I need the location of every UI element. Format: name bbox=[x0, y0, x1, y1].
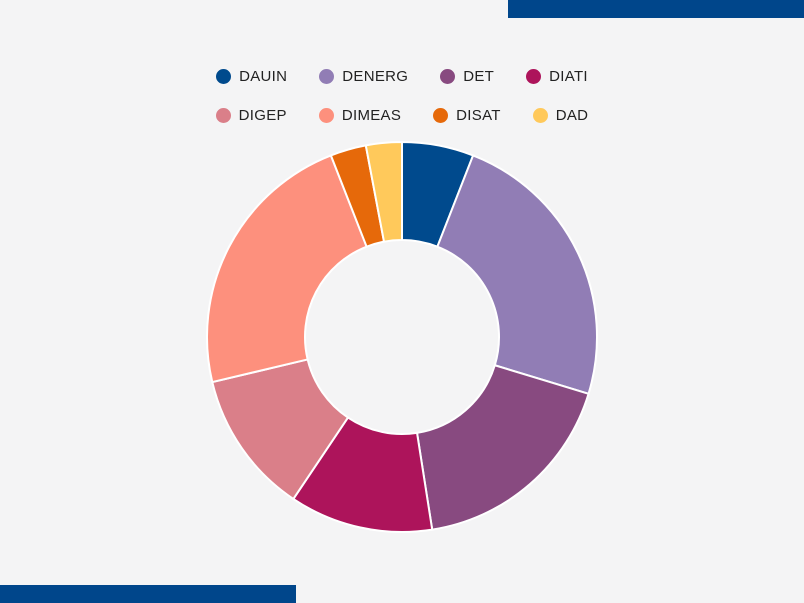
legend-label: DET bbox=[463, 67, 495, 85]
legend-label: DAD bbox=[555, 106, 589, 124]
legend-item-denerg: DENERG bbox=[319, 68, 408, 85]
legend-label: DIATI bbox=[549, 67, 588, 85]
slice-dad[interactable] bbox=[364, 140, 403, 243]
legend-item-diati: DIATI bbox=[526, 68, 588, 85]
legend-label: DENERG bbox=[342, 67, 409, 85]
legend-item-digep: DIGEP bbox=[215, 106, 287, 124]
legend-item-disat: DISAT bbox=[433, 107, 501, 124]
legend-swatch bbox=[215, 107, 231, 123]
chart-legend: DAUIN DENERG DET DIATI DIGEP DIMEAS DISAT DAD bbox=[0, 62, 804, 140]
bottom-accent-bar bbox=[0, 585, 296, 603]
legend-row-2: DIGEP DIMEAS DISAT DAD bbox=[0, 101, 804, 129]
legend-swatch bbox=[216, 68, 232, 84]
slice-dimeas[interactable] bbox=[206, 154, 368, 384]
legend-item-dauin: DAUIN bbox=[216, 68, 287, 85]
legend-swatch bbox=[318, 107, 334, 123]
top-accent-bar bbox=[508, 0, 804, 18]
legend-swatch bbox=[440, 68, 456, 84]
legend-label: DIGEP bbox=[238, 106, 287, 124]
slice-det[interactable] bbox=[415, 364, 590, 531]
legend-row-1: DAUIN DENERG DET DIATI bbox=[0, 62, 804, 90]
legend-swatch bbox=[319, 68, 335, 84]
legend-item-dimeas: DIMEAS bbox=[318, 106, 402, 124]
legend-item-det: DET bbox=[440, 68, 494, 85]
legend-swatch bbox=[532, 107, 548, 123]
slice-denerg[interactable] bbox=[436, 154, 598, 396]
legend-label: DISAT bbox=[456, 106, 501, 124]
legend-swatch bbox=[526, 68, 542, 84]
legend-label: DIMEAS bbox=[341, 106, 402, 124]
legend-item-dad: DAD bbox=[532, 106, 589, 124]
legend-label: DAUIN bbox=[239, 67, 288, 85]
legend-swatch bbox=[433, 107, 449, 123]
